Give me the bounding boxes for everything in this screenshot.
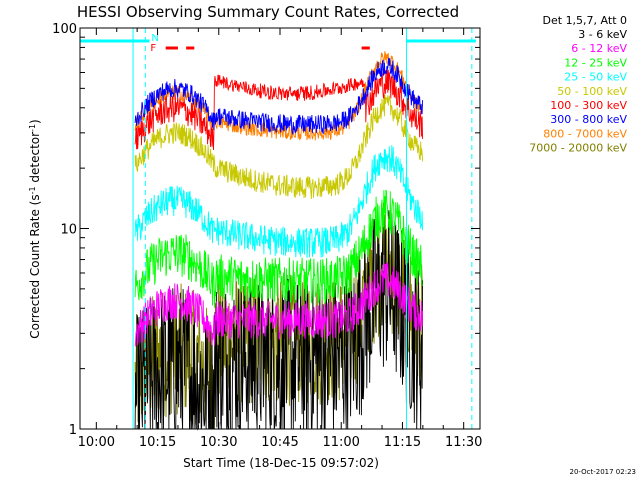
series-line: [134, 189, 424, 308]
series-line: [134, 145, 424, 258]
series-line: [134, 262, 424, 347]
legend-entry: 3 - 6 keV: [578, 28, 627, 41]
legend-entry: 7000 - 20000 keV: [529, 142, 627, 155]
legend-entry: 25 - 50 keV: [564, 71, 627, 84]
x-tick-label: 10:00: [78, 435, 115, 450]
x-tick-label: 11:15: [384, 435, 421, 450]
legend-entry: 300 - 800 keV: [550, 113, 627, 126]
y-axis-label-sup2: -1: [28, 124, 37, 132]
y-tick-label: 1: [69, 423, 77, 438]
x-ticks: 10:00 10:15 10:30 10:45 11:00 11:15 11:30: [78, 28, 482, 450]
series-line: [134, 68, 424, 151]
legend-header: Det 1,5,7, Att 0: [543, 14, 627, 27]
x-tick-label: 10:30: [200, 435, 237, 450]
y-axis-label-mid: detector: [28, 132, 42, 187]
x-tick-label: 10:15: [139, 435, 176, 450]
x-tick-label: 10:45: [261, 435, 298, 450]
series-line: [134, 94, 424, 200]
y-ticks: 1 10 100: [52, 22, 480, 438]
y-tick-label: 100: [52, 22, 77, 37]
legend-entry: 800 - 7000 keV: [543, 127, 627, 140]
legend-entry: 12 - 25 keV: [564, 56, 627, 69]
y-axis-label-main: Corrected Count Rate (s: [28, 194, 42, 338]
plot-data: [134, 51, 424, 431]
x-tick-label: 11:00: [322, 435, 359, 450]
y-axis-label-sup1: -1: [28, 186, 37, 194]
y-tick-label: 10: [60, 223, 77, 238]
legend-entry: 100 - 300 keV: [550, 99, 627, 112]
timestamp: 20-Oct-2017 02:23: [570, 468, 636, 476]
y-axis-label: Corrected Count Rate (s-1 detector-1): [28, 119, 42, 338]
x-axis-label: Start Time (18-Dec-15 09:57:02): [183, 456, 379, 470]
legend-entry: 50 - 100 keV: [557, 85, 627, 98]
series-line: [134, 57, 424, 136]
night-label: N: [151, 33, 158, 44]
series-line: [134, 51, 424, 141]
legend-entry: 6 - 12 keV: [571, 42, 627, 55]
y-axis-label-end: ): [28, 119, 42, 124]
flare-label: F: [150, 43, 156, 54]
x-tick-label: 11:30: [445, 435, 482, 450]
chart-title: HESSI Observing Summary Count Rates, Cor…: [77, 3, 459, 21]
